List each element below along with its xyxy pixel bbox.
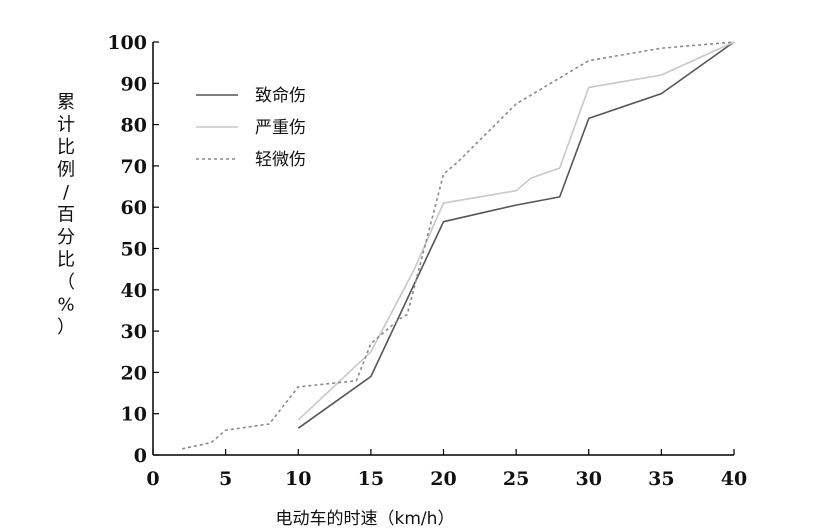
y-axis-title-char: 百 [57, 205, 75, 226]
y-tick-label: 80 [121, 115, 147, 137]
legend-label-3: 轻微伤 [255, 150, 306, 170]
x-tick-label: 15 [358, 468, 384, 490]
x-tick-label: 30 [576, 468, 602, 490]
y-axis-title-char: 计 [57, 115, 75, 136]
y-axis-title-char: 比 [57, 250, 75, 271]
y-tick-label: 90 [121, 73, 147, 95]
y-axis-title-char: % [57, 295, 74, 316]
y-tick-label: 70 [121, 156, 147, 178]
series-line-3 [181, 41, 735, 450]
legend-label-2: 严重伤 [255, 118, 306, 138]
y-tick-label: 20 [121, 362, 147, 384]
y-tick-label: 100 [107, 32, 147, 54]
x-tick-label: 20 [430, 468, 456, 490]
y-tick-label: 40 [121, 280, 147, 302]
y-axis-title-char: 分 [57, 227, 75, 248]
series-line-1 [297, 41, 735, 429]
x-axis-title: 电动车的时速（km/h） [276, 509, 455, 529]
legend-label-1: 致命伤 [255, 86, 306, 106]
y-axis-title-char: 例 [57, 160, 75, 181]
axes: 0 10 20 30 40 50 60 70 80 90 100 0 5 10 15 20 25 30 35 40 [107, 32, 747, 490]
y-tick-label: 30 [121, 321, 147, 343]
y-axis-title-char: 累 [57, 92, 75, 113]
x-tick-label: 10 [285, 468, 311, 490]
y-axis-title-char: ） [57, 317, 75, 338]
x-tick-label: 25 [503, 468, 529, 490]
series-line-2 [297, 41, 735, 421]
y-tick-label: 50 [121, 239, 147, 261]
y-tick-label: 10 [121, 404, 147, 426]
y-axis-title-char: / [63, 182, 70, 203]
y-tick-label: 0 [134, 445, 147, 467]
series-layer [181, 41, 735, 450]
y-tick-label: 60 [121, 197, 147, 219]
x-tick-label: 35 [648, 468, 674, 490]
y-axis-title-char: 比 [57, 137, 75, 158]
y-axis-title-char: （ [57, 272, 75, 293]
x-tick-label: 40 [721, 468, 747, 490]
x-tick-label: 0 [146, 468, 159, 490]
x-tick-label: 5 [219, 468, 232, 490]
